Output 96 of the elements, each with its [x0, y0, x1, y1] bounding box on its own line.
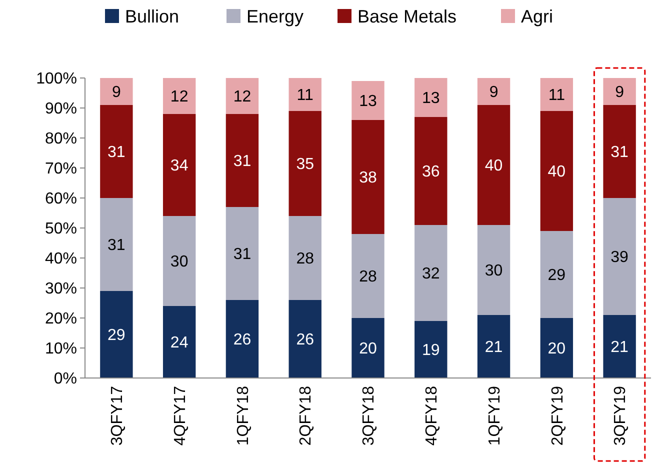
bar	[226, 207, 259, 300]
bar	[477, 315, 510, 378]
x-tick-label: 4QFY18	[423, 386, 440, 446]
data-label: 21	[484, 339, 503, 356]
y-tick-label: 50%	[44, 220, 77, 238]
bar	[540, 78, 574, 111]
data-label: 30	[484, 262, 503, 280]
bar	[288, 216, 322, 300]
data-label: 32	[422, 266, 440, 283]
data-label: 30	[170, 254, 188, 271]
bar	[414, 321, 448, 378]
x-tick-label: 4QFY17	[172, 386, 189, 446]
legend-label: Energy	[246, 6, 304, 26]
x-tick-label: 1QFY18	[234, 386, 252, 446]
bar	[288, 78, 322, 111]
data-label: 13	[422, 90, 440, 108]
data-label: 28	[359, 268, 377, 286]
bar	[100, 291, 133, 378]
y-tick-label: 10%	[44, 340, 77, 358]
x-tick-label: 2QFY18	[298, 386, 315, 446]
legend-label: Bullion	[125, 6, 180, 26]
y-tick-label: 30%	[44, 280, 77, 298]
bar	[414, 117, 448, 225]
bar	[352, 234, 384, 318]
data-label: 9	[489, 84, 498, 102]
legend-label: Agri	[521, 6, 554, 26]
data-label: 9	[615, 84, 624, 102]
data-label: 13	[359, 93, 377, 110]
data-label: 36	[422, 164, 440, 181]
bar	[162, 306, 196, 378]
data-label: 35	[296, 156, 314, 174]
bar	[414, 78, 448, 117]
x-tick-label: 3QFY19	[612, 386, 630, 446]
y-tick-label: 100%	[36, 70, 77, 88]
bar	[540, 111, 574, 231]
bar	[226, 114, 259, 207]
bar	[603, 198, 636, 315]
data-label: 38	[359, 170, 377, 187]
bar	[288, 111, 322, 216]
y-tick-label: 90%	[44, 100, 77, 118]
data-label: 31	[233, 246, 252, 264]
bar	[603, 105, 636, 198]
data-label: 28	[296, 250, 314, 268]
data-label: 29	[108, 327, 126, 344]
y-tick-label: 80%	[44, 130, 77, 148]
y-tick-label: 0%	[54, 370, 77, 388]
bar	[603, 315, 636, 378]
data-label: 11	[296, 87, 314, 104]
data-label: 40	[548, 164, 566, 181]
bar	[414, 225, 448, 321]
data-label: 31	[108, 144, 126, 162]
bar	[540, 231, 574, 318]
bar	[162, 78, 196, 114]
bar	[100, 105, 133, 198]
bar	[162, 216, 196, 306]
data-label: 9	[112, 84, 121, 102]
x-tick-label: 2QFY19	[549, 386, 566, 446]
legend-label: Base Metals	[358, 6, 457, 26]
bar	[162, 114, 196, 216]
data-label: 11	[548, 87, 566, 104]
data-label: 20	[548, 340, 566, 358]
bar	[100, 198, 133, 291]
data-label: 31	[233, 153, 252, 170]
bar	[352, 81, 384, 120]
y-tick-label: 60%	[44, 190, 77, 208]
y-tick-label: 70%	[44, 160, 77, 178]
data-label: 31	[108, 237, 126, 254]
bar	[352, 318, 384, 378]
bar	[226, 78, 259, 114]
data-label: 19	[422, 342, 440, 360]
data-label: 20	[359, 340, 377, 358]
bar	[477, 225, 510, 315]
data-label: 12	[170, 88, 188, 106]
y-tick-label: 40%	[44, 250, 77, 268]
y-tick-label: 20%	[44, 310, 77, 328]
bar	[226, 300, 259, 378]
data-label: 39	[610, 249, 629, 266]
bar	[288, 300, 322, 378]
data-label: 21	[610, 339, 629, 356]
bar	[352, 120, 384, 234]
bar	[603, 78, 636, 105]
data-label: 24	[170, 334, 188, 352]
bar	[100, 78, 133, 105]
bar	[477, 105, 510, 225]
data-label: 31	[610, 144, 629, 162]
data-label: 40	[484, 158, 503, 175]
x-tick-label: 1QFY19	[486, 386, 504, 446]
data-label: 26	[296, 332, 314, 349]
bar	[540, 318, 574, 378]
data-label: 34	[170, 158, 188, 175]
bar	[477, 78, 510, 105]
x-tick-label: 3QFY18	[360, 386, 378, 446]
data-label: 29	[548, 267, 566, 284]
x-tick-label: 3QFY17	[109, 386, 126, 446]
data-label: 26	[233, 332, 252, 349]
data-label: 12	[233, 88, 252, 106]
